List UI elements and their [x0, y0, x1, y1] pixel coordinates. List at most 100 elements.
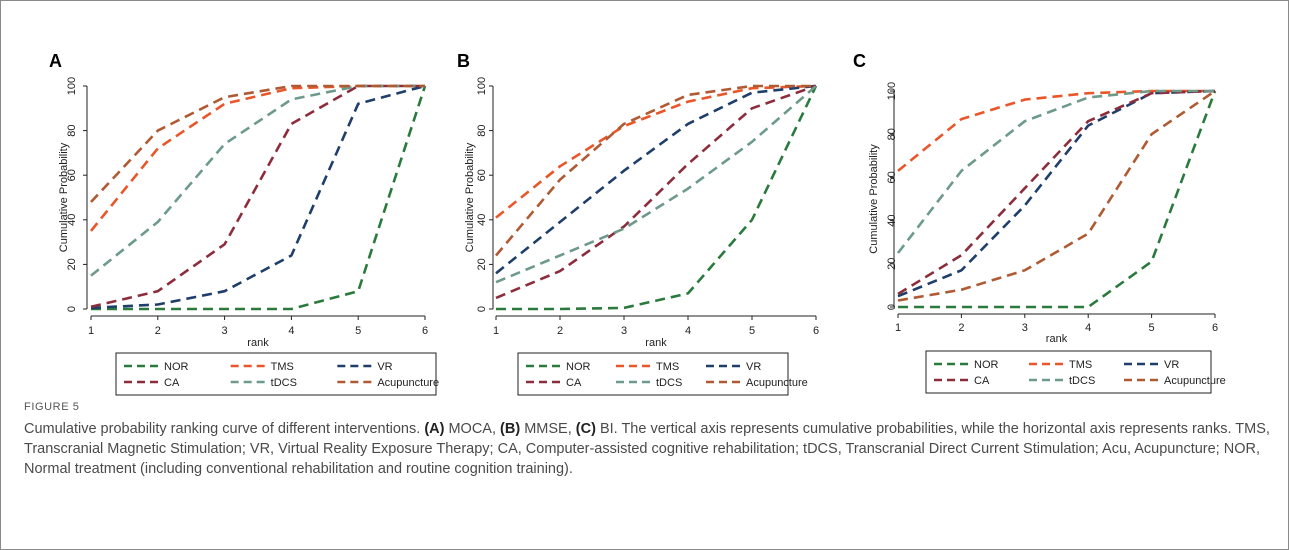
series-line-tdcs: [495, 85, 817, 284]
legend-box: [115, 352, 437, 396]
legend-label: CA: [974, 375, 990, 387]
x-tick-label: 4: [288, 325, 294, 337]
legend-label: tDCS: [1069, 375, 1095, 387]
series-line-vr: [90, 84, 426, 310]
x-tick-label: 6: [813, 325, 819, 337]
caption-text: Cumulative probability ranking curve of …: [24, 421, 425, 437]
x-tick-label: 2: [155, 325, 161, 337]
y-tick-label: 0: [886, 304, 898, 310]
series-line-tms: [897, 89, 1215, 172]
legend-label: CA: [164, 377, 180, 389]
y-tick-label: 80: [476, 124, 488, 136]
legend-label: TMS: [1069, 359, 1092, 371]
x-axis-label: rank: [645, 337, 667, 349]
y-tick-label: 80: [886, 128, 898, 140]
y-tick-label: 20: [66, 258, 78, 270]
legend-label: TMS: [271, 361, 294, 373]
y-tick-label: 20: [476, 258, 488, 270]
x-axis-label: rank: [247, 337, 269, 349]
legend-label: VR: [1164, 359, 1179, 371]
x-tick-label: 6: [1212, 322, 1218, 334]
series-line-nor: [898, 90, 1217, 309]
series-line-acupuncture: [90, 84, 425, 203]
x-tick-label: 6: [422, 325, 428, 337]
y-axis-label: Cumulative Probability: [58, 142, 70, 252]
y-tick-label: 100: [886, 82, 898, 100]
legend-label: tDCS: [271, 377, 297, 389]
y-tick-label: 40: [476, 214, 488, 226]
y-tick-label: 100: [66, 77, 78, 95]
caption-panel-ref: (B): [500, 421, 521, 437]
x-tick-label: 3: [1022, 322, 1028, 334]
series-line-ca: [495, 84, 817, 300]
legend-label: Acupuncture: [746, 377, 808, 389]
caption-panel-ref: (A): [424, 421, 445, 437]
legend-label: Acupuncture: [377, 377, 439, 389]
x-tick-label: 3: [222, 325, 228, 337]
chart-panel-b: B 0 20 40 60 80 100 Cumulative Probability 1 2 3 4 5…: [457, 51, 819, 396]
legend-label: NOR: [164, 361, 189, 373]
series-line-acupuncture: [495, 84, 816, 257]
x-tick-label: 4: [1085, 322, 1091, 334]
caption-text: BI. The vertical axis represents cumulat…: [24, 421, 1270, 477]
series-line-tdcs: [90, 84, 425, 277]
caption-text: MOCA,: [444, 421, 501, 437]
y-tick-label: 60: [66, 169, 78, 181]
y-axis-label: Cumulative Probability: [464, 142, 476, 252]
x-tick-label: 1: [895, 322, 901, 334]
figure-label: FIGURE 5: [24, 401, 80, 413]
caption-panel-ref: (C): [575, 421, 596, 437]
y-tick-label: 0: [66, 306, 78, 312]
panel-label: C: [853, 51, 866, 71]
legend-label: tDCS: [656, 377, 682, 389]
y-tick-label: 60: [476, 169, 488, 181]
caption-text: MMSE,: [520, 421, 576, 437]
figure-caption: Cumulative probability ranking curve of …: [24, 419, 1274, 479]
legend-box: [925, 350, 1212, 394]
y-tick-label: 20: [886, 258, 898, 270]
chart-panel-a: A 0 20 40 60 80 100 Cumulative Probability 1 2 3 4 5…: [49, 51, 439, 396]
series-line-ca: [897, 89, 1216, 296]
series-line-nor: [496, 85, 818, 311]
legend-box: [517, 352, 789, 396]
legend-label: Acupuncture: [1164, 375, 1226, 387]
x-tick-label: 5: [355, 325, 361, 337]
legend: NOR TMS VR CA tDCS Acupuncture: [517, 352, 808, 396]
x-tick-label: 2: [958, 322, 964, 334]
x-tick-label: 5: [749, 325, 755, 337]
x-tick-label: 3: [621, 325, 627, 337]
legend: NOR TMS VR CA tDCS Acupuncture: [925, 350, 1226, 394]
legend: NOR TMS VR CA tDCS Acupuncture: [115, 352, 439, 396]
chart-panel-c: C 0 20 40 60 80 100 Cumulative Probability 1 2 3 4 5…: [853, 51, 1226, 394]
legend-label: VR: [746, 361, 761, 373]
y-tick-label: 60: [886, 171, 898, 183]
legend-label: VR: [377, 361, 392, 373]
legend-label: NOR: [566, 361, 591, 373]
legend-label: CA: [566, 377, 582, 389]
x-tick-label: 2: [557, 325, 563, 337]
series-line-ca: [90, 84, 425, 309]
x-tick-label: 1: [493, 325, 499, 337]
panel-label: B: [457, 51, 470, 71]
series-line-tms: [89, 84, 425, 232]
legend-label: NOR: [974, 359, 999, 371]
y-tick-label: 0: [476, 306, 488, 312]
y-tick-label: 40: [886, 214, 898, 226]
series-line-tms: [495, 84, 817, 219]
series-line-nor: [91, 85, 427, 311]
x-tick-label: 5: [1149, 322, 1155, 334]
y-axis-label: Cumulative Probability: [868, 144, 880, 254]
y-tick-label: 80: [66, 124, 78, 136]
x-tick-label: 1: [88, 325, 94, 337]
x-tick-label: 4: [685, 325, 691, 337]
y-tick-label: 100: [476, 77, 488, 95]
y-tick-label: 40: [66, 214, 78, 226]
figure-caption-block: FIGURE 5 Cumulative probability ranking …: [24, 401, 1274, 479]
series-line-vr: [495, 84, 817, 275]
x-axis-label: rank: [1046, 333, 1068, 345]
panel-label: A: [49, 51, 62, 71]
series-line-acupuncture: [897, 89, 1216, 302]
legend-label: TMS: [656, 361, 679, 373]
